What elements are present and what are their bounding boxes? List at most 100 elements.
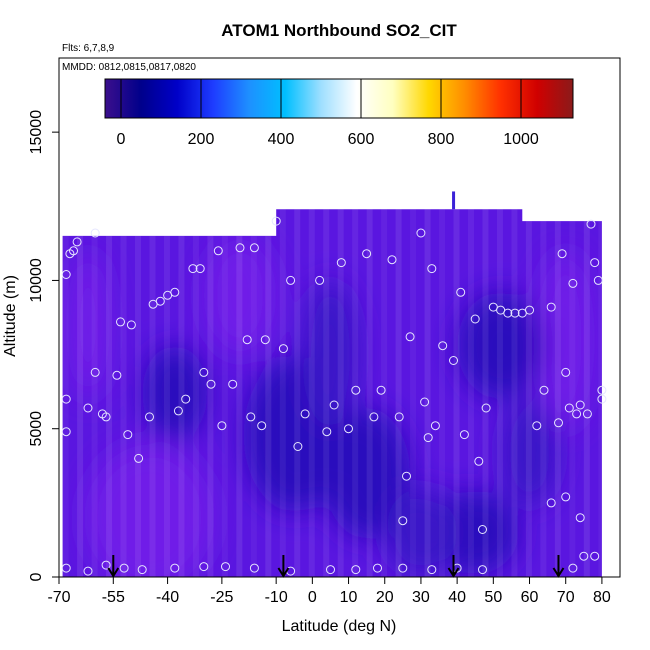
x-tick-label: 30 bbox=[412, 589, 430, 606]
sample-point bbox=[561, 367, 571, 377]
field-column bbox=[308, 209, 315, 577]
x-tick-label: 70 bbox=[557, 589, 575, 606]
field-column bbox=[178, 209, 185, 577]
field-column bbox=[236, 209, 243, 577]
field-column bbox=[91, 209, 98, 577]
sample-point bbox=[101, 412, 111, 422]
x-tick-label: -70 bbox=[47, 589, 70, 606]
sample-point bbox=[582, 409, 592, 419]
sample-point bbox=[119, 563, 129, 573]
sample-point bbox=[217, 421, 227, 431]
y-tick-label: 15000 bbox=[28, 110, 45, 155]
sample-point bbox=[170, 287, 180, 297]
sample-point bbox=[427, 264, 437, 274]
top-marker bbox=[452, 191, 456, 210]
sample-point bbox=[398, 563, 408, 573]
sample-point bbox=[575, 400, 585, 410]
field-column bbox=[265, 209, 272, 577]
sample-point bbox=[278, 344, 288, 354]
sample-point bbox=[416, 228, 426, 238]
field-column bbox=[366, 209, 373, 577]
sample-point bbox=[405, 332, 415, 342]
field-column bbox=[77, 209, 84, 577]
x-tick-label: 0 bbox=[308, 589, 317, 606]
field-column bbox=[554, 209, 561, 577]
sample-point bbox=[546, 302, 556, 312]
sample-point bbox=[72, 237, 82, 247]
field-column bbox=[279, 209, 286, 577]
light-region bbox=[536, 250, 595, 429]
field-column bbox=[149, 209, 156, 577]
sample-point bbox=[586, 219, 596, 229]
sample-point bbox=[322, 427, 332, 437]
x-tick-label: 10 bbox=[340, 589, 358, 606]
sample-point bbox=[597, 385, 607, 395]
sample-point bbox=[572, 409, 582, 419]
sample-point bbox=[369, 412, 379, 422]
sample-point bbox=[579, 551, 589, 561]
sample-point bbox=[61, 394, 71, 404]
sample-point bbox=[235, 243, 245, 253]
sample-point bbox=[181, 394, 191, 404]
colorbar-gradient bbox=[104, 78, 574, 119]
sample-point bbox=[188, 264, 198, 274]
sample-point bbox=[593, 275, 603, 285]
y-axis: 0 5000 10000 15000 bbox=[28, 110, 59, 581]
sample-point bbox=[554, 418, 563, 428]
sample-point bbox=[134, 453, 144, 463]
colorbar-tick-label: 400 bbox=[268, 131, 295, 148]
sample-point bbox=[101, 560, 111, 570]
field-column bbox=[395, 209, 402, 577]
colorbar-tick-label: 0 bbox=[117, 131, 126, 148]
sample-point bbox=[90, 367, 100, 377]
sample-point bbox=[123, 430, 133, 440]
field-column bbox=[294, 209, 301, 577]
sample-point bbox=[387, 255, 397, 265]
sample-point bbox=[249, 563, 259, 573]
sample-point bbox=[478, 565, 487, 575]
colorbar-tick-label: 1000 bbox=[503, 131, 539, 148]
sample-point bbox=[394, 412, 404, 422]
sample-point bbox=[503, 308, 513, 318]
sample-point bbox=[293, 442, 303, 451]
sample-point bbox=[590, 551, 600, 561]
arrow-head bbox=[277, 567, 290, 578]
x-tick-label: -55 bbox=[102, 589, 125, 606]
sample-point bbox=[438, 341, 448, 351]
colorbar-tick-label: 200 bbox=[188, 131, 215, 148]
sample-point bbox=[557, 249, 567, 259]
sample-point bbox=[539, 385, 549, 395]
sample-point bbox=[260, 335, 270, 345]
sample-point bbox=[459, 430, 469, 440]
y-tick-label: 5000 bbox=[28, 411, 45, 447]
sample-point bbox=[398, 516, 408, 526]
x-tick-label: 80 bbox=[593, 589, 611, 606]
sample-point bbox=[199, 367, 209, 377]
sample-point bbox=[564, 403, 574, 413]
sample-point bbox=[83, 566, 93, 576]
sample-point bbox=[170, 563, 180, 573]
sample-point bbox=[326, 565, 335, 575]
sample-point bbox=[597, 394, 607, 404]
sample-point bbox=[112, 370, 122, 380]
sample-point bbox=[155, 296, 165, 306]
sample-point bbox=[206, 379, 216, 389]
sample-point bbox=[423, 433, 433, 443]
field-column bbox=[135, 209, 142, 577]
sample-point bbox=[173, 406, 183, 416]
field-column bbox=[381, 209, 388, 577]
field-column bbox=[453, 209, 460, 577]
heatmap-field bbox=[62, 209, 602, 578]
sample-point bbox=[83, 403, 93, 413]
y-tick-label: 0 bbox=[28, 572, 45, 581]
sample-point bbox=[470, 314, 480, 324]
sample-point bbox=[300, 409, 310, 419]
sample-point bbox=[402, 471, 411, 481]
field-column bbox=[496, 209, 503, 577]
sample-point bbox=[336, 258, 346, 268]
sample-point bbox=[213, 246, 223, 256]
sample-point bbox=[246, 412, 256, 422]
field-column bbox=[424, 209, 431, 577]
field-column bbox=[410, 209, 417, 577]
sample-point bbox=[61, 427, 71, 437]
